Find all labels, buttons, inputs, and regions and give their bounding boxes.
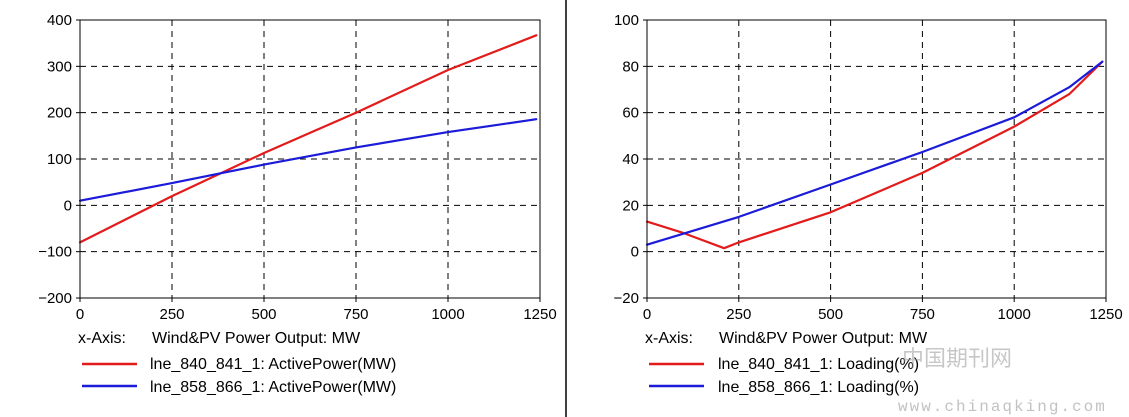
x-tick-label: 0 [76,306,84,323]
x-tick-label: 750 [343,306,368,323]
watermark-cn: 中国期刊网 [902,347,1012,372]
y-tick-label: 100 [47,151,72,168]
x-tick-label: 500 [818,306,843,323]
y-tick-label: −200 [38,290,72,307]
watermark-url: www.chinaqking.com [898,398,1107,416]
x-axis-label: x-Axis: [78,330,126,347]
y-tick-label: 400 [47,12,72,29]
y-tick-label: 80 [622,58,639,75]
x-tick-label: 500 [251,306,276,323]
y-tick-label: 300 [47,58,72,75]
x-tick-label: 250 [726,306,751,323]
legend-label-series-1: lne_840_841_1: Loading(%) [718,356,919,373]
x-axis-quantity: Wind&PV Power Output: MW [152,330,361,347]
y-tick-label: 0 [64,197,72,214]
y-tick-label: 20 [622,197,639,214]
series-line-2 [78,118,538,202]
series-line-1 [645,60,1104,250]
x-tick-label: 250 [159,306,184,323]
chart-legend: x-Axis: Wind&PV Power Output: MW lne_840… [645,330,928,396]
y-tick-label: 40 [622,151,639,168]
legend-label-series-2: lne_858_866_1: Loading(%) [718,379,919,396]
x-tick-label: 750 [910,306,935,323]
y-tick-label: 200 [47,105,72,122]
legend-label-series-1: lne_840_841_1: ActivePower(MW) [150,356,396,373]
x-axis-label: x-Axis: [645,330,693,347]
legend-label-series-2: lne_858_866_1: ActivePower(MW) [150,379,396,396]
x-tick-label: 1250 [523,306,556,323]
y-tick-label: 0 [631,244,639,261]
x-axis-quantity: Wind&PV Power Output: MW [719,330,928,347]
y-tick-label: −100 [38,244,72,261]
x-tick-label: 0 [643,306,651,323]
x-tick-label: 1000 [998,306,1031,323]
series-line-2 [645,60,1104,246]
chart-legend: x-Axis: Wind&PV Power Output: MW lne_840… [78,330,396,396]
y-tick-label: −20 [614,290,639,307]
chart-active-power: 0 250 500 750 1000 1250−200−1000100200300400 … [38,12,556,396]
y-tick-label: 100 [614,12,639,29]
x-tick-label: 1250 [1089,306,1122,323]
series-line-1 [78,34,538,244]
y-tick-label: 60 [622,105,639,122]
x-tick-label: 1000 [431,306,464,323]
